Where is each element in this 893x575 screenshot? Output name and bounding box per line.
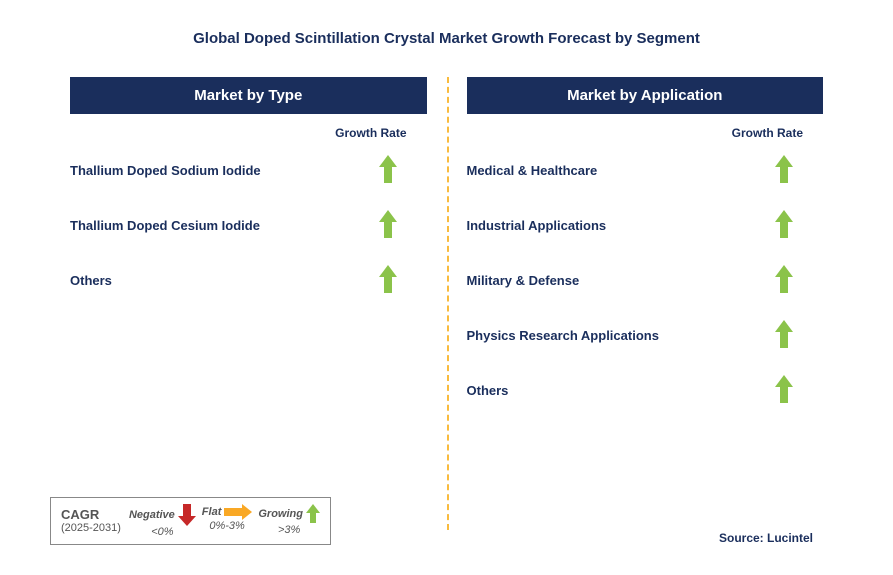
source-attribution: Source: Lucintel — [719, 531, 813, 545]
left-header: Market by Type — [70, 77, 427, 114]
left-rows: Thallium Doped Sodium Iodide Thallium Do… — [70, 155, 427, 295]
segment-label: Others — [467, 383, 509, 398]
segment-label: Industrial Applications — [467, 218, 607, 233]
segment-row: Medical & Healthcare — [467, 155, 824, 185]
segment-label: Thallium Doped Sodium Iodide — [70, 163, 261, 178]
page-title: Global Doped Scintillation Crystal Marke… — [50, 30, 843, 47]
legend-range: 0%-3% — [209, 520, 244, 532]
segment-label: Others — [70, 273, 112, 288]
segment-row: Thallium Doped Cesium Iodide — [70, 210, 427, 240]
left-column: Market by Type Growth Rate Thallium Dope… — [50, 77, 447, 430]
arrow-up-icon — [775, 155, 793, 185]
legend-trend-label: Growing — [258, 508, 303, 520]
arrow-down-icon — [178, 504, 196, 526]
segment-row: Physics Research Applications — [467, 320, 824, 350]
legend-range: >3% — [278, 524, 300, 536]
segment-label: Thallium Doped Cesium Iodide — [70, 218, 260, 233]
arrow-up-icon — [775, 265, 793, 295]
legend-trend-label: Negative — [129, 509, 175, 521]
legend-cagr-label: CAGR — [61, 508, 121, 522]
arrow-up-icon — [306, 504, 320, 524]
arrow-up-icon — [775, 320, 793, 350]
legend-item: Flat 0%-3% — [202, 504, 253, 538]
growth-rate-label-left: Growth Rate — [70, 126, 427, 140]
arrow-up-icon — [379, 155, 397, 185]
right-column: Market by Application Growth Rate Medica… — [447, 77, 844, 430]
arrow-up-icon — [379, 210, 397, 240]
segment-row: Others — [467, 375, 824, 405]
arrow-up-icon — [379, 265, 397, 295]
right-header: Market by Application — [467, 77, 824, 114]
legend-trend-label: Flat — [202, 506, 222, 518]
segment-row: Thallium Doped Sodium Iodide — [70, 155, 427, 185]
arrow-up-icon — [775, 210, 793, 240]
legend-cagr-years: (2025-2031) — [61, 522, 121, 534]
segment-row: Industrial Applications — [467, 210, 824, 240]
arrow-up-icon — [775, 375, 793, 405]
legend-item: Growing >3% — [258, 504, 320, 538]
column-divider — [447, 77, 449, 530]
legend-items: Negative <0% Flat 0%-3% Growing >3% — [129, 504, 320, 538]
legend-range: <0% — [151, 526, 173, 538]
segment-label: Physics Research Applications — [467, 328, 659, 343]
right-rows: Medical & Healthcare Industrial Applicat… — [467, 155, 824, 405]
columns-wrapper: Market by Type Growth Rate Thallium Dope… — [50, 77, 843, 430]
legend-item: Negative <0% — [129, 504, 196, 538]
legend-cagr-block: CAGR (2025-2031) — [61, 508, 121, 534]
cagr-legend: CAGR (2025-2031) Negative <0% Flat 0%-3%… — [50, 497, 331, 545]
growth-rate-label-right: Growth Rate — [467, 126, 824, 140]
infographic-container: Global Doped Scintillation Crystal Marke… — [0, 0, 893, 450]
segment-row: Military & Defense — [467, 265, 824, 295]
arrow-right-icon — [224, 504, 252, 520]
segment-label: Medical & Healthcare — [467, 163, 598, 178]
segment-label: Military & Defense — [467, 273, 580, 288]
segment-row: Others — [70, 265, 427, 295]
